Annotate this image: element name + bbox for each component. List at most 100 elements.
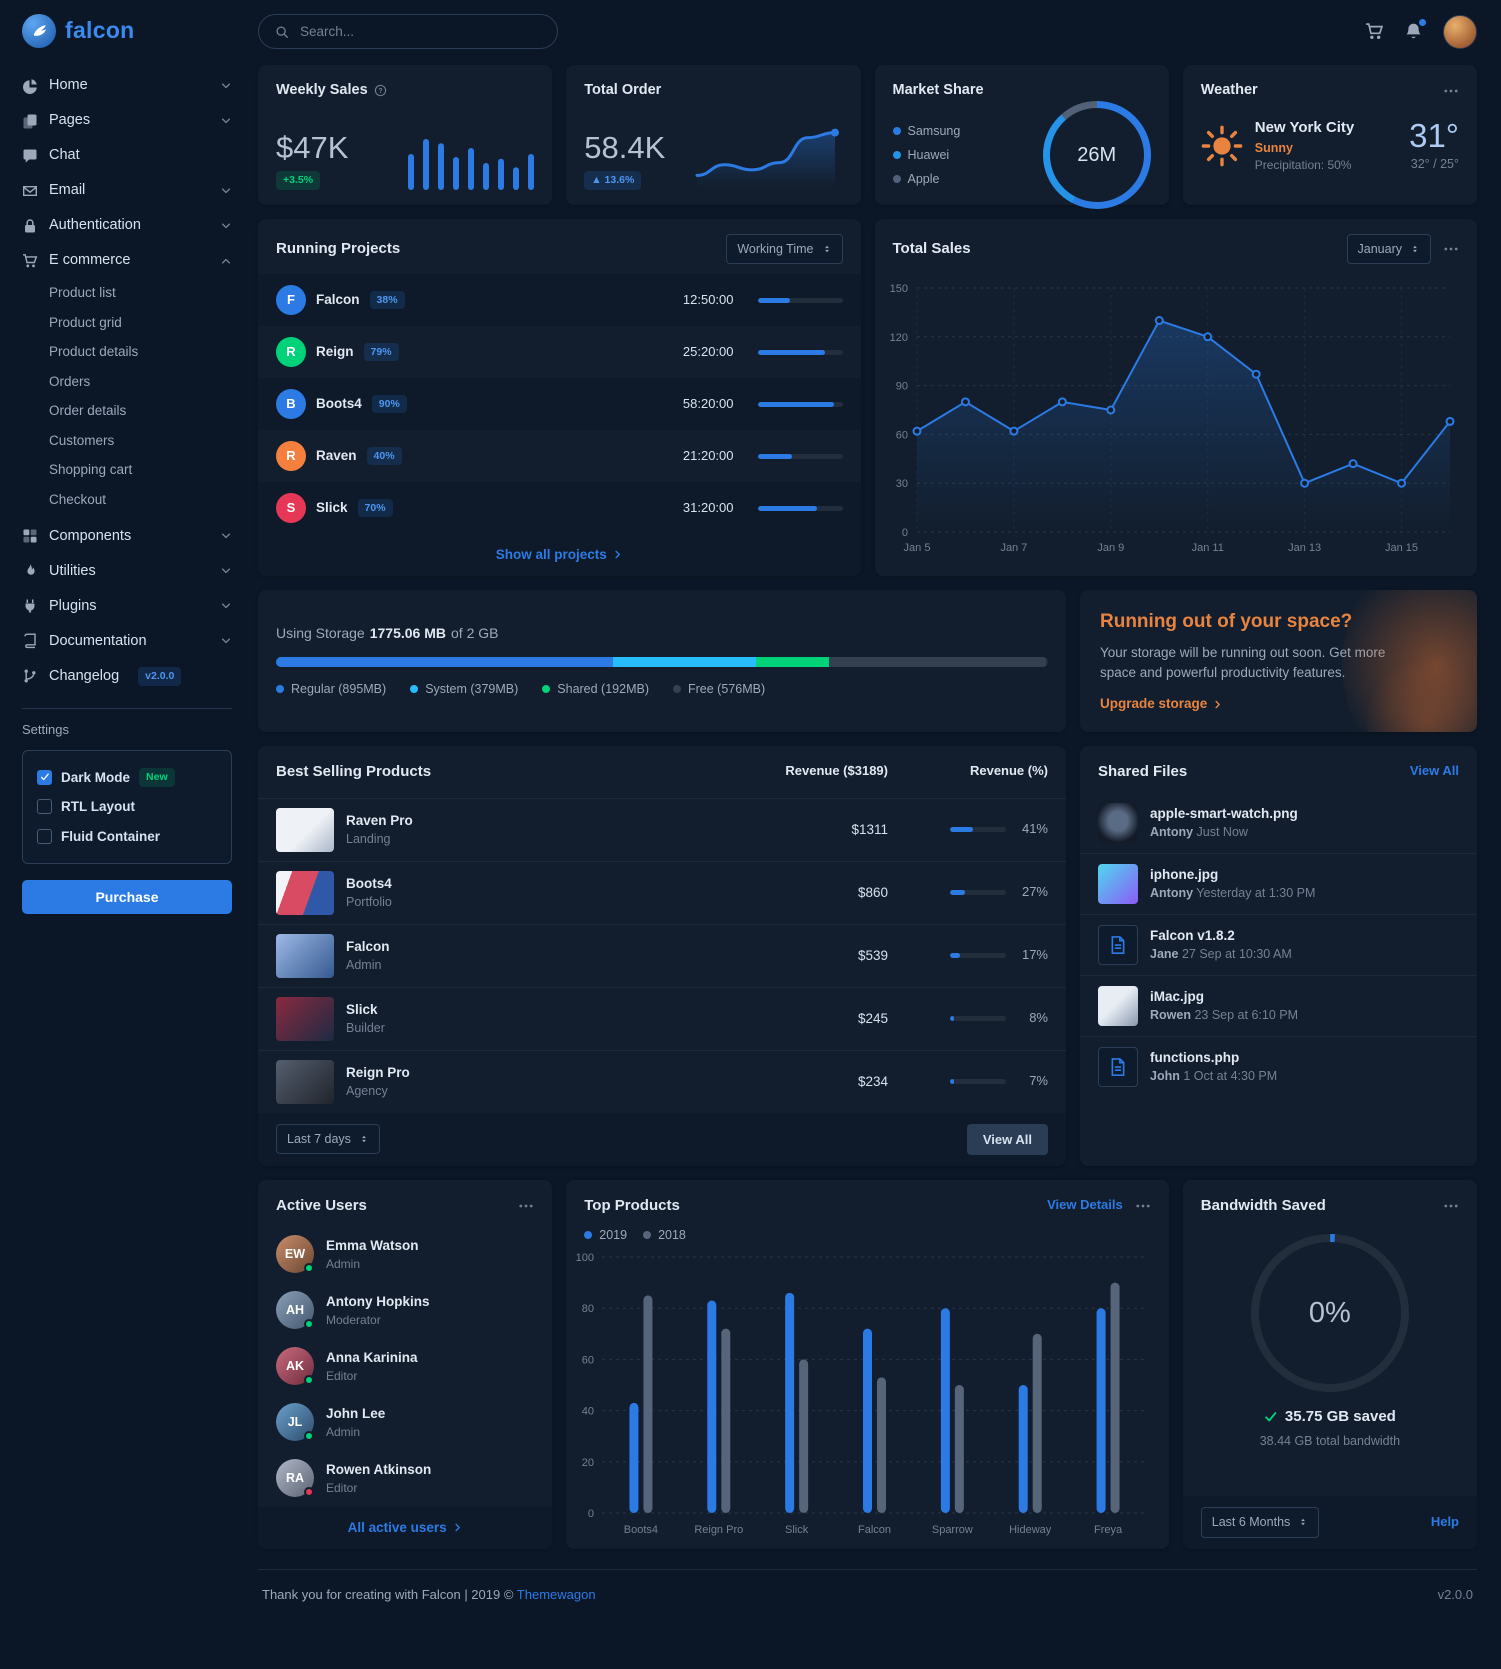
status-dot: [304, 1431, 314, 1442]
show-all-projects-link[interactable]: Show all projects: [276, 545, 843, 565]
version-badge: v2.0.0: [138, 666, 182, 686]
view-all-files-link[interactable]: View All: [1409, 763, 1459, 779]
svg-text:Boots4: Boots4: [624, 1524, 658, 1536]
storage-total: of 2 GB: [451, 625, 499, 642]
storage-segment-shared-192mb: [756, 657, 829, 668]
date-range-select[interactable]: Last 7 days: [276, 1124, 380, 1155]
shared-file-apple-smart-watch-png[interactable]: apple-smart-watch.png Antony Just Now: [1080, 793, 1477, 853]
setting-fluid-container[interactable]: Fluid Container: [37, 822, 217, 852]
user-avatar[interactable]: [1443, 14, 1477, 49]
sidebar-item-components[interactable]: Components: [22, 519, 232, 554]
lock-icon: [22, 218, 38, 234]
info-icon[interactable]: ?: [374, 84, 387, 97]
sidebar-item-pages[interactable]: Pages: [22, 103, 232, 138]
shared-file-iphone-jpg[interactable]: iphone.jpg Antony Yesterday at 1:30 PM: [1080, 852, 1477, 914]
sidebar-item-plugins[interactable]: Plugins: [22, 589, 232, 624]
sidebar-item-e-commerce[interactable]: E commerce: [22, 243, 232, 278]
total-sales-chart: 0 30 60 90 120 150 Jan 5 Jan 7 Jan 9 Jan 11 Jan 13…: [881, 278, 1466, 558]
menu-dots-icon[interactable]: [1443, 83, 1459, 99]
search-box[interactable]: [258, 14, 558, 49]
view-details-link[interactable]: View Details: [1047, 1197, 1123, 1213]
sidebar-subitem-product-list[interactable]: Product list: [49, 285, 116, 301]
project-row-slick[interactable]: S Slick 70% 31:20:00: [258, 482, 861, 535]
shared-file-imac-jpg[interactable]: iMac.jpg Rowen 23 Sep at 6:10 PM: [1080, 974, 1477, 1036]
legend-item-apple: Apple: [892, 170, 961, 188]
checkbox-rtl-layout[interactable]: [37, 799, 52, 815]
setting-rtl-layout[interactable]: RTL Layout: [37, 792, 217, 822]
sidebar-subitem-orders[interactable]: Orders: [49, 373, 91, 389]
chevron-down-icon: [220, 635, 232, 647]
product-row-reign-pro[interactable]: Reign Pro Agency $234 7%: [258, 1049, 1066, 1113]
help-link[interactable]: Help: [1430, 1514, 1459, 1530]
storage-legend-item: Shared (192MB): [542, 680, 649, 698]
menu-dots-icon[interactable]: [1443, 241, 1459, 257]
file-icon: [1098, 1046, 1138, 1087]
shared-file-falcon-v1-8-2[interactable]: Falcon v1.8.2 Jane 27 Sep at 10:30 AM: [1080, 913, 1477, 975]
svg-text:100: 100: [576, 1252, 594, 1264]
themewagon-link[interactable]: Themewagon: [516, 1586, 596, 1602]
storage-label: Using Storage: [276, 625, 365, 642]
project-avatar: R: [276, 441, 306, 472]
bandwidth-card: Bandwidth Saved 0% 35.75 GB saved 38.44 …: [1182, 1179, 1477, 1549]
checkbox-dark-mode[interactable]: [37, 769, 52, 785]
purchase-button[interactable]: Purchase: [22, 880, 232, 915]
menu-dots-icon[interactable]: [1135, 1198, 1151, 1214]
sidebar-subitem-customers[interactable]: Customers: [49, 432, 115, 448]
cart-icon[interactable]: [1365, 22, 1384, 41]
sidebar-item-chat[interactable]: Chat: [22, 138, 232, 173]
sidebar-item-authentication[interactable]: Authentication: [22, 208, 232, 243]
months-range-select[interactable]: Last 6 Months: [1200, 1507, 1320, 1538]
shared-file-functions-php[interactable]: functions.php John 1 Oct at 4:30 PM: [1080, 1035, 1477, 1097]
product-row-falcon[interactable]: Falcon Admin $539 17%: [258, 923, 1066, 987]
notifications-bell[interactable]: [1404, 19, 1426, 41]
sidebar-nav: Home Pages Chat Email Authentication E commer…: [22, 68, 232, 659]
user-row-john-lee[interactable]: JL John Lee Admin: [258, 1394, 552, 1450]
product-row-raven-pro[interactable]: Raven Pro Landing $1311 41%: [258, 797, 1066, 861]
sidebar-item-changelog[interactable]: Changelog v2.0.0: [22, 659, 232, 694]
sidebar-subitem-shopping-cart[interactable]: Shopping cart: [49, 462, 133, 478]
sidebar-item-home[interactable]: Home: [22, 68, 232, 103]
working-time-select[interactable]: Working Time: [726, 234, 843, 265]
month-select[interactable]: January: [1346, 234, 1431, 265]
upgrade-storage-link[interactable]: Upgrade storage: [1100, 694, 1457, 714]
brand-logo[interactable]: falcon: [22, 14, 232, 48]
top-products-card: Top Products View Details 2019 2018 0 20 40…: [566, 1179, 1169, 1549]
svg-text:0: 0: [588, 1508, 594, 1520]
sidebar-subitem-checkout[interactable]: Checkout: [49, 492, 107, 508]
product-row-boots4[interactable]: Boots4 Portfolio $860 27%: [258, 860, 1066, 924]
sidebar-subitem-product-details[interactable]: Product details: [49, 344, 139, 360]
weekly-sales-badge: +3.5%: [276, 171, 321, 190]
product-category-link[interactable]: Agency: [346, 1084, 388, 1099]
sidebar-item-utilities[interactable]: Utilities: [22, 554, 232, 589]
product-revenue: $245: [857, 1010, 888, 1026]
progress-badge: 70%: [357, 498, 393, 518]
sidebar-item-label: Components: [49, 527, 132, 544]
menu-dots-icon[interactable]: [1443, 1198, 1459, 1214]
product-category-link[interactable]: Admin: [346, 958, 382, 973]
all-active-users-link[interactable]: All active users: [276, 1518, 534, 1538]
file-thumbnail: [1098, 863, 1138, 904]
user-row-antony-hopkins[interactable]: AH Antony Hopkins Moderator: [258, 1282, 552, 1338]
project-row-raven[interactable]: R Raven 40% 21:20:00: [258, 430, 861, 482]
search-input[interactable]: [298, 23, 541, 40]
sidebar-item-documentation[interactable]: Documentation: [22, 624, 232, 659]
project-row-boots4[interactable]: B Boots4 90% 58:20:00: [258, 378, 861, 431]
project-row-reign[interactable]: R Reign 79% 25:20:00: [258, 326, 861, 378]
view-all-button[interactable]: View All: [966, 1123, 1048, 1155]
menu-dots-icon[interactable]: [518, 1198, 534, 1214]
user-row-emma-watson[interactable]: EW Emma Watson Admin: [258, 1226, 552, 1282]
sidebar-subitem-product-grid[interactable]: Product grid: [49, 314, 122, 330]
product-category-link[interactable]: Portfolio: [346, 895, 392, 910]
sidebar-subitem-order-details[interactable]: Order details: [49, 403, 127, 419]
page-footer: Thank you for creating with Falcon | 201…: [258, 1568, 1477, 1611]
user-row-rowen-atkinson[interactable]: RA Rowen Atkinson Editor: [258, 1450, 552, 1506]
user-row-anna-karinina[interactable]: AK Anna Karinina Editor: [258, 1338, 552, 1394]
product-category-link[interactable]: Landing: [346, 832, 391, 847]
product-row-slick[interactable]: Slick Builder $245 8%: [258, 986, 1066, 1050]
setting-dark-mode[interactable]: Dark Mode New: [37, 763, 217, 793]
product-category-link[interactable]: Builder: [346, 1021, 385, 1036]
project-row-falcon[interactable]: F Falcon 38% 12:50:00: [258, 274, 861, 327]
main-content: Weekly Sales ? $47K +3.5% Total Order: [258, 0, 1501, 1628]
sidebar-item-email[interactable]: Email: [22, 173, 232, 208]
checkbox-fluid-container[interactable]: [37, 828, 52, 844]
